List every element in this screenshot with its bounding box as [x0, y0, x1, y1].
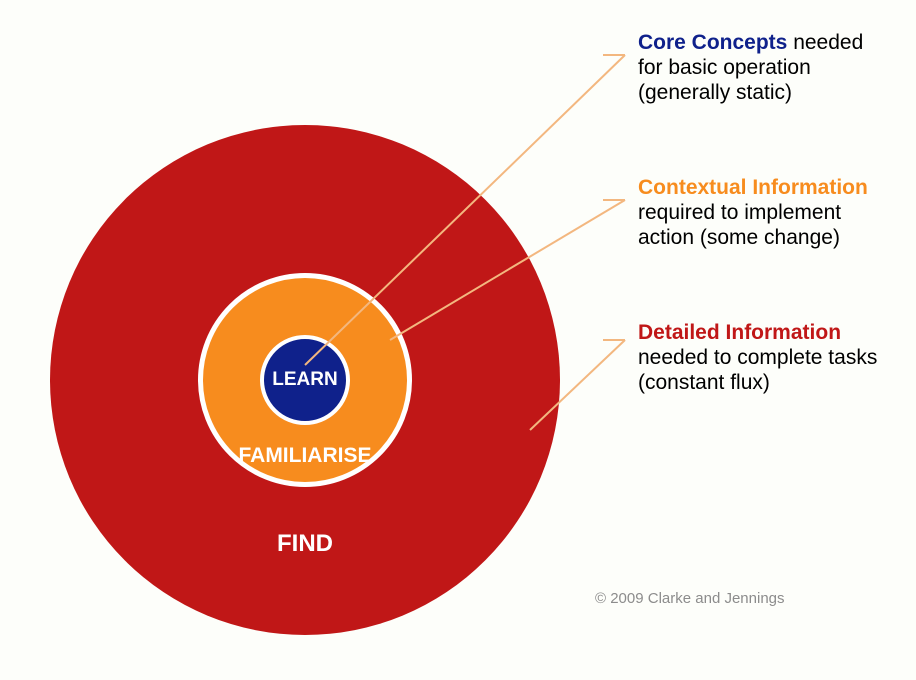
- legend-item-1: Contextual Information required to imple…: [638, 175, 888, 250]
- ring-label-learn: LEARN: [155, 369, 455, 391]
- ring-label-familiarise: FAMILIARISE: [155, 444, 455, 468]
- legend-body-1: required to implement action (some chang…: [638, 201, 841, 249]
- legend-title-2: Detailed Information: [638, 321, 841, 344]
- legend-item-2: Detailed Information needed to complete …: [638, 320, 888, 395]
- legend-body-2: needed to complete tasks (constant flux): [638, 346, 877, 394]
- legend-item-0: Core Concepts needed for basic operation…: [638, 30, 888, 105]
- legend-title-1: Contextual Information: [638, 176, 868, 199]
- diagram-stage: LEARN FAMILIARISE FIND Core Concepts needed…: [0, 0, 916, 680]
- legend-title-0: Core Concepts: [638, 31, 787, 54]
- copyright-text: © 2009 Clarke and Jennings: [595, 590, 785, 607]
- ring-label-find: FIND: [155, 530, 455, 558]
